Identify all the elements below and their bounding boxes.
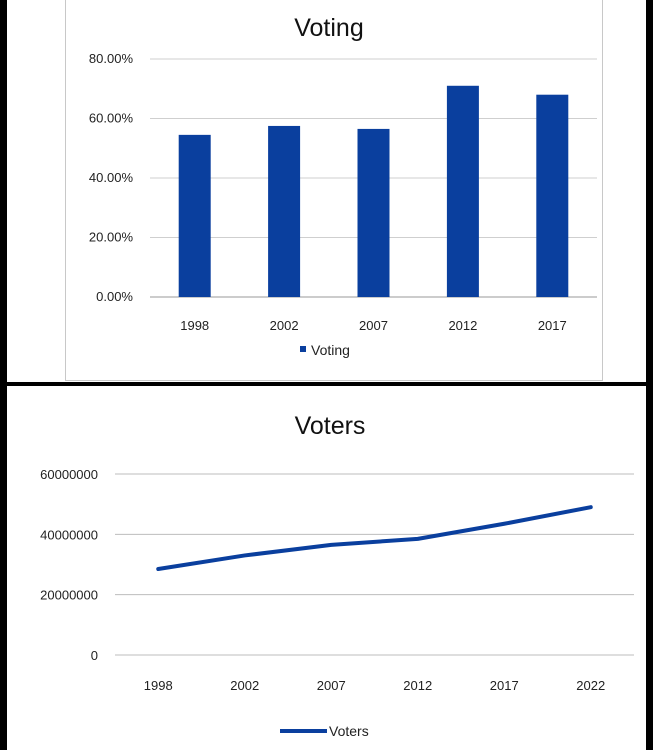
voters-x-tick-label: 2022 <box>576 678 605 693</box>
voters-y-tick-label: 40000000 <box>40 527 98 542</box>
voters-y-tick-label: 60000000 <box>40 467 98 482</box>
voting-y-tick-label: 80.00% <box>89 51 134 66</box>
voters-line-chart: Voters 0 20000000 40000000 60000000 1998 200… <box>40 412 634 739</box>
voting-bar <box>536 94 569 297</box>
voters-x-tick-label: 2002 <box>230 678 259 693</box>
voters-y-tick-label: 20000000 <box>40 588 98 603</box>
voting-bar <box>357 128 390 297</box>
voting-legend-swatch <box>300 346 306 352</box>
voting-legend: Voting <box>300 342 350 358</box>
voters-y-tick-label: 0 <box>91 648 98 663</box>
voting-x-tick-label: 1998 <box>180 318 209 333</box>
voting-y-tick-label: 40.00% <box>89 170 134 185</box>
voting-y-tick-label: 20.00% <box>89 230 134 245</box>
voters-x-tick-label: 1998 <box>144 678 173 693</box>
voting-legend-label: Voting <box>311 342 350 358</box>
voters-x-tick-label: 2007 <box>317 678 346 693</box>
voting-bar-chart: Voting 0.00% 20.00% 40.00% 60.00% 80.00% 199… <box>89 14 597 358</box>
voters-chart-panel: Voters 0 20000000 40000000 60000000 1998 200… <box>7 386 646 750</box>
voting-x-tick-label: 2002 <box>270 318 299 333</box>
voting-bar <box>446 85 479 298</box>
voters-x-tick-label: 2017 <box>490 678 519 693</box>
voting-chart-frame <box>65 0 603 381</box>
voting-x-tick-label: 2007 <box>359 318 388 333</box>
voting-bar <box>178 134 211 297</box>
voting-x-tick-label: 2012 <box>448 318 477 333</box>
voters-x-tick-label: 2012 <box>403 678 432 693</box>
voters-chart-title: Voters <box>295 412 366 440</box>
voters-legend: Voters <box>280 723 369 739</box>
voting-x-tick-label: 2017 <box>538 318 567 333</box>
voting-y-tick-label: 60.00% <box>89 111 134 126</box>
voters-series-line <box>156 505 593 572</box>
voting-chart-title: Voting <box>294 14 364 42</box>
voting-bar <box>268 125 301 297</box>
voters-legend-label: Voters <box>329 723 369 739</box>
voting-y-tick-label: 0.00% <box>96 289 133 304</box>
voting-chart-panel: Voting 0.00% 20.00% 40.00% 60.00% 80.00% 199… <box>7 0 646 382</box>
